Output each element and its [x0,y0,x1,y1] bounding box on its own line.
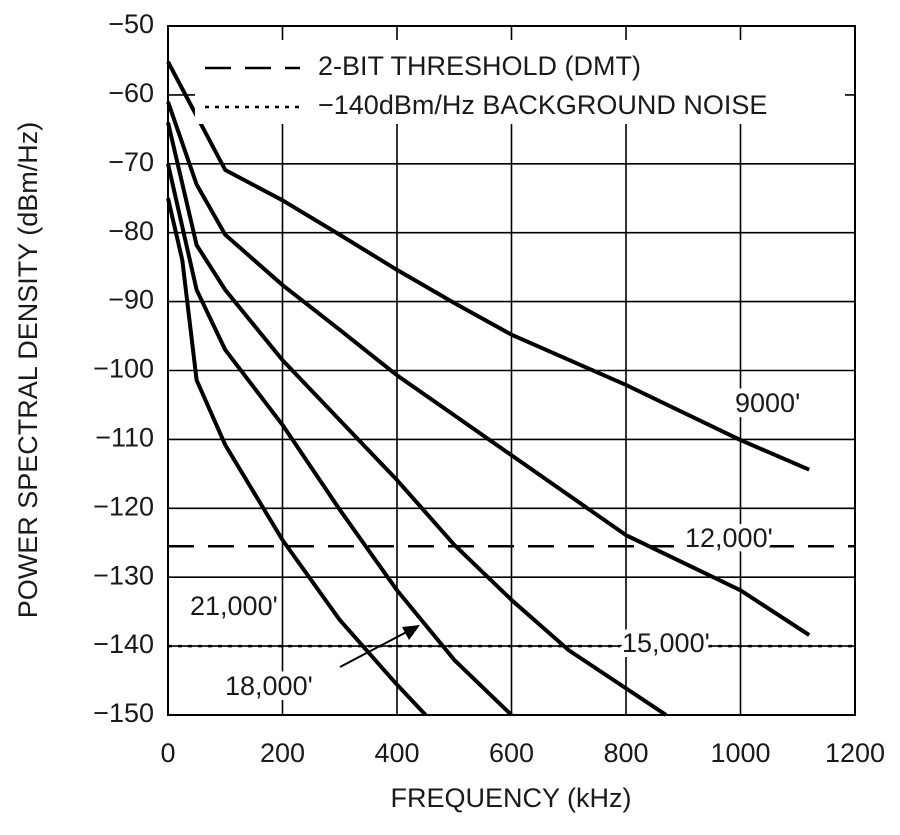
y-tick-label: −120 [93,491,154,521]
y-tick-label: −70 [108,147,154,177]
x-tick-label: 1200 [825,738,885,768]
series-label: 18,000' [225,671,313,701]
y-tick-label: −100 [93,354,154,384]
legend-box [195,40,845,124]
x-tick-label: 600 [489,738,534,768]
series-line [166,60,810,472]
x-tick-label: 0 [160,738,175,768]
y-axis-title: POWER SPECTRAL DENSITY (dBm/Hz) [13,122,43,619]
y-tick-label: −50 [108,9,154,39]
y-tick-label: −60 [108,78,154,108]
x-axis-title: FREQUENCY (kHz) [390,783,631,813]
series-line [166,197,428,717]
y-tick-label: −110 [95,423,154,453]
series-label: 12,000' [685,523,773,553]
x-tick-label: 1000 [710,738,770,768]
x-tick-label: 200 [260,738,305,768]
x-tick-label: 800 [603,738,648,768]
x-tick-label: 400 [374,738,419,768]
series-line [166,122,668,717]
series-line [166,163,513,717]
series-label: 9000' [735,388,800,418]
series-label: 21,000' [190,591,278,621]
y-tick-label: −130 [93,560,154,590]
series-line [166,101,811,637]
legend-label: 2-BIT THRESHOLD (DMT) [318,51,641,81]
arrow-head [402,625,420,640]
y-tick-label: −140 [93,629,154,659]
y-tick-label: −80 [108,216,154,246]
series-label: 15,000' [622,628,710,658]
y-tick-label: −90 [108,285,154,315]
legend-label: −140dBm/Hz BACKGROUND NOISE [318,90,767,120]
y-tick-label: −150 [93,698,154,728]
